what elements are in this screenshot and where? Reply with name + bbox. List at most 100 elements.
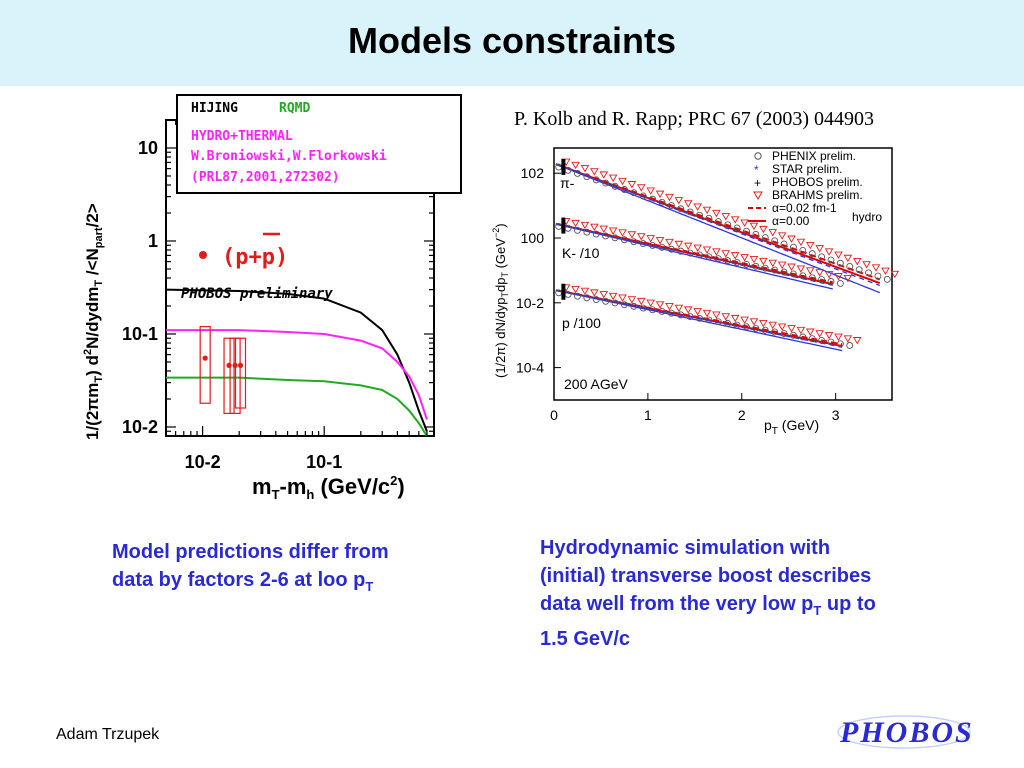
phenix-point [771,237,779,245]
brahms-point [824,248,834,256]
brahms-point [665,238,674,247]
page-title: Models constraints [347,20,677,61]
phenix-point [667,202,675,209]
brahms-point [590,289,599,297]
phenix-point [686,208,694,216]
brahms-point [627,181,637,189]
right-x-axis-title: pT (GeV) [764,417,819,437]
phenix-point [555,163,563,171]
phenix-point [743,260,750,268]
brahms-point [693,308,702,316]
phobos-lowpt-point [561,158,566,175]
legend-entry: PHENIX prelim. [772,149,856,163]
brahms-point [787,325,796,333]
phenix-point [724,319,732,327]
right-plot-frame [553,147,893,401]
data-point-box [234,337,247,409]
brahms-point [637,297,646,306]
brahms-point [683,306,693,314]
left-x-tick-label: 10-1 [306,452,342,472]
phenix-point [743,227,750,235]
phenix-point [620,236,628,244]
phenix-point [611,299,619,307]
species-label-pion: π- [560,175,575,191]
species-label: (p+p) [222,245,288,270]
phenix-point [630,238,638,246]
data-point [202,355,208,361]
species-label-proton: p /100 [562,315,601,331]
brahms-point [740,316,749,324]
brahms-point [561,158,571,166]
phenix-point [799,246,807,254]
brahms-point [721,213,731,221]
phenix-point [583,294,591,302]
right-x-tick-label: 2 [738,407,746,423]
brahms-point [637,184,646,192]
brahms-point [871,264,881,272]
phobos-lowpt-point [561,283,566,300]
right-y-tick-label: 100 [521,230,545,246]
phenix-point [620,301,628,309]
phenix-point [883,275,891,283]
hydro-curve [555,222,834,286]
phenix-point [780,240,788,248]
hydro-curve [555,163,881,281]
phenix-point [620,186,628,193]
phenix-point [752,262,760,270]
brahms-point [627,296,637,304]
brahms-point [637,233,646,241]
phenix-point [733,321,741,329]
brahms-point [599,171,609,179]
legend-hydro-label: hydro [852,210,882,224]
right-x-tick-label: 3 [832,407,840,423]
brahms-point [599,291,609,299]
model-legend-box [176,94,462,194]
phenix-point [630,302,638,310]
brahms-point [571,286,580,294]
right-caption-line1: Hydrodynamic simulation with [540,537,831,559]
legend-marker [754,152,762,160]
model-curve-0 [165,288,428,432]
brahms-point [843,335,853,343]
phenix-point [836,279,844,287]
phenix-point [564,291,572,298]
data-point-box [229,337,241,414]
brahms-point [843,274,853,283]
phenix-point [743,323,750,331]
brahms-point [834,273,843,281]
model-curve-1 [166,329,428,420]
phenix-point [846,262,854,270]
logo-text: PHOBOS [839,716,974,749]
phenix-point [705,253,713,261]
brahms-point [665,303,674,311]
data-point [232,362,238,368]
phenix-point [789,331,797,339]
brahms-point [852,257,862,266]
hydro-curve [555,289,843,348]
legend-authors: W.Broniowski,W.Florkowski [191,149,387,164]
hydro-curve [555,163,881,294]
brahms-point [749,222,759,231]
phenix-point [808,274,816,282]
legend-rqmd: RQMD [279,101,310,116]
phenix-point [639,304,647,312]
phenix-point [555,223,563,230]
phenix-point [818,276,826,284]
phenix-point [865,269,872,277]
brahms-point [768,229,778,237]
phenix-point [808,250,816,258]
brahms-point [815,269,824,277]
phenix-point [686,313,694,321]
hydro-curve [555,222,834,284]
left-x-axis-title: mT-mh (GeV/c2) [252,473,405,502]
phenix-point [677,205,685,213]
left-caption: Model predictions differ from data by fa… [112,538,492,601]
phenix-point [827,338,835,346]
legend-hijing: HIJING [191,101,238,116]
legend-entry: α=0.02 fm-1 [772,201,837,215]
hydro-curve [555,163,881,285]
brahms-point [721,313,731,321]
brahms-point [730,252,740,260]
phenix-point [574,226,581,234]
legend-entry: BRAHMS prelim. [772,188,863,202]
